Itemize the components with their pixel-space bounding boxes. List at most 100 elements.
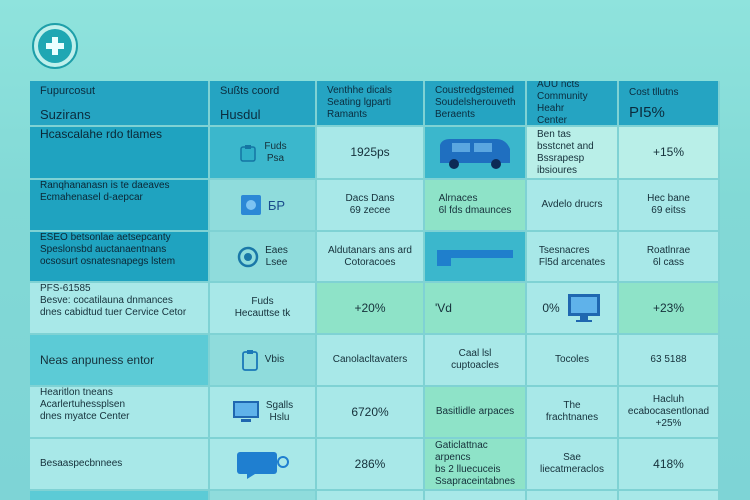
monitor-icon — [567, 294, 600, 322]
row7-label: Besaaspecbnnees — [30, 439, 210, 491]
row6-col4: Basitlidle arpaces — [425, 387, 527, 439]
clipboard-icon — [241, 350, 258, 371]
row6-label: Hearitlon tneans Acarlertuhessplsen dnes… — [30, 387, 210, 439]
row6-label-line3: dnes myatce Center — [40, 411, 130, 422]
row5-label-text: Neas anpuness entor — [40, 352, 155, 367]
header-col5-line1: AUU ncts — [537, 81, 580, 90]
row3-col2-line2: Lsee — [265, 256, 288, 268]
row7-col6: 418% — [619, 439, 720, 491]
row7-label-text: Besaaspecbnnees — [40, 458, 123, 469]
row3-label-line3: ocsosurt osnatesnapegs lstem — [40, 256, 176, 267]
row1-col2: Fuds Psa — [210, 127, 317, 180]
row1-col2-line2: Psa — [266, 152, 285, 164]
row3-col3-line2: Cotoracoes — [344, 256, 396, 268]
row4-label-line3: dnes cabidtud tuer Cervice Cetor — [40, 307, 187, 318]
row2-label-line1: Ranqhananasn is te daeaves — [40, 180, 170, 191]
header-col6-line1: Cost tllutns — [629, 86, 679, 98]
row7-col5: Sae liecatmeraclos — [527, 439, 619, 491]
row2-col6: Hec bane 69 eitss — [619, 180, 720, 232]
circle-c-icon — [237, 246, 259, 267]
row6-col2-line1: Sgalls — [265, 400, 294, 411]
row2-col5: Avdelo drucrs — [527, 180, 619, 232]
row4-label-line1: PFS-61585 — [40, 283, 91, 294]
row3-label-line1: ESEO betsonlae aetsepcanty — [40, 232, 171, 243]
row3-col2: Eaes Lsee — [210, 232, 317, 283]
row6-label-line2: Acarlertuhessplsen — [40, 399, 126, 410]
medical-cross-icon — [38, 29, 72, 63]
header-col3-line1: Venthhe dicals — [327, 85, 393, 96]
row4-col5-text: 0% — [542, 300, 560, 315]
row4-col3-text: +20% — [354, 300, 386, 315]
row1-label: Hcascalahe rdo tlames — [30, 127, 210, 180]
row3-col5: Tsesnacres Fl5d arcenates — [527, 232, 619, 283]
header-col2-line2: Husdul — [220, 107, 261, 122]
row5-col6-text: 63 5188 — [650, 354, 687, 365]
row3-col6-line2: 6l cass — [652, 256, 685, 268]
row6-col3: 6720% — [317, 387, 425, 439]
row4-col3: +20% — [317, 283, 425, 335]
header-col3: Venthhe dicals Seating lgparti Ramants — [317, 81, 425, 127]
logo — [32, 23, 78, 69]
row8-col2 — [210, 491, 317, 500]
row6-col6-line3: +25% — [655, 418, 682, 429]
row7-col2 — [210, 439, 317, 491]
monitor-icon — [232, 401, 259, 422]
row8-col4 — [425, 491, 527, 500]
row4-col4-text: 'Vd — [435, 300, 452, 315]
header-col5-line3: Center — [537, 115, 568, 126]
row5-col4: Caal lsl cuptoacles — [425, 335, 527, 387]
row2-col4: Alrnaces 6l fds dmaunces — [425, 180, 527, 232]
header-col5-line2: Community Heahr — [537, 91, 588, 114]
row6-label-line1: Hearitlon tneans — [40, 387, 113, 398]
row2-col4-line2: 6l fds dmaunces — [438, 205, 512, 216]
row5-col2-text: Vbis — [264, 354, 285, 365]
row1-col3-text: 1925ps — [350, 145, 390, 159]
row2-col5-text: Avdelo drucrs — [541, 199, 603, 210]
header-col4-line2: Soudelsherouveth — [435, 97, 516, 108]
row7-col4-line1: Gaticlattnac arpencs — [434, 440, 488, 463]
row5-col5-text: Tocoles — [555, 354, 589, 365]
row8-col3 — [317, 491, 425, 500]
row2-label-line2: Ecmahenasel d-aepcar — [40, 192, 143, 203]
row1-col3: 1925ps — [317, 127, 425, 180]
row5-col2: Vbis — [210, 335, 317, 387]
row7-col3: 286% — [317, 439, 425, 491]
row3-label-line2: Speslonsbd auctanaentnans — [40, 244, 167, 255]
clipboard-icon — [240, 144, 257, 162]
row6-col2: Sgalls Hslu — [210, 387, 317, 439]
row7-col6-text: 418% — [653, 456, 684, 471]
header-col2-line1: Sußts coord — [220, 85, 280, 97]
row2-col3: Dacs Dans 69 zecee — [317, 180, 425, 232]
row4-col6: +23% — [619, 283, 720, 335]
row5-col4-text: Caal lsl cuptoacles — [451, 348, 499, 371]
row5-col6: 63 5188 — [619, 335, 720, 387]
row6-col3-text: 6720% — [351, 404, 389, 419]
row5-label: Neas anpuness entor — [30, 335, 210, 387]
row4-col4: 'Vd — [425, 283, 527, 335]
row8-col5 — [527, 491, 619, 500]
header-col1-line2: Suzirans — [40, 107, 91, 122]
row5-col5: Tocoles — [527, 335, 619, 387]
row7-col4-line3: Ssapraceintabnes — [434, 476, 516, 487]
row6-col6-line2: ecabocasentlonad — [627, 406, 710, 417]
row3-label: ESEO betsonlae aetsepcanty Speslonsbd au… — [30, 232, 210, 283]
row1-col6: +15% — [619, 127, 720, 180]
van-icon — [440, 138, 510, 169]
row7-col4: Gaticlattnac arpencs bs 2 lluecuceis Ssa… — [425, 439, 527, 491]
row8-label — [30, 491, 210, 500]
row1-col4 — [425, 127, 527, 180]
chat-icon — [236, 452, 289, 479]
row1-col5: Ben tas bsstcnet and Bssrapesp ibsioures — [527, 127, 619, 180]
row3-col2-line1: Eaes — [265, 244, 288, 256]
row7-col5-text: Sae liecatmeraclos — [540, 452, 604, 475]
square-badge-icon — [240, 195, 261, 215]
header-col3-line2: Seating lgparti — [327, 97, 391, 108]
row6-col5: The frachtnanes — [527, 387, 619, 439]
row6-col4-text: Basitlidle arpaces — [435, 406, 515, 417]
row6-col6: Hacluh ecabocasentlonad +25% — [619, 387, 720, 439]
row7-col3-text: 286% — [354, 456, 386, 471]
header-col4: Coustredgstemed Soudelsherouveth Beraent… — [425, 81, 527, 127]
row1-col5-line2: Bssrapesp ibsioures — [537, 152, 585, 176]
row2-col2: БР — [210, 180, 317, 232]
row2-col4-line1: Alrnaces — [438, 193, 478, 204]
